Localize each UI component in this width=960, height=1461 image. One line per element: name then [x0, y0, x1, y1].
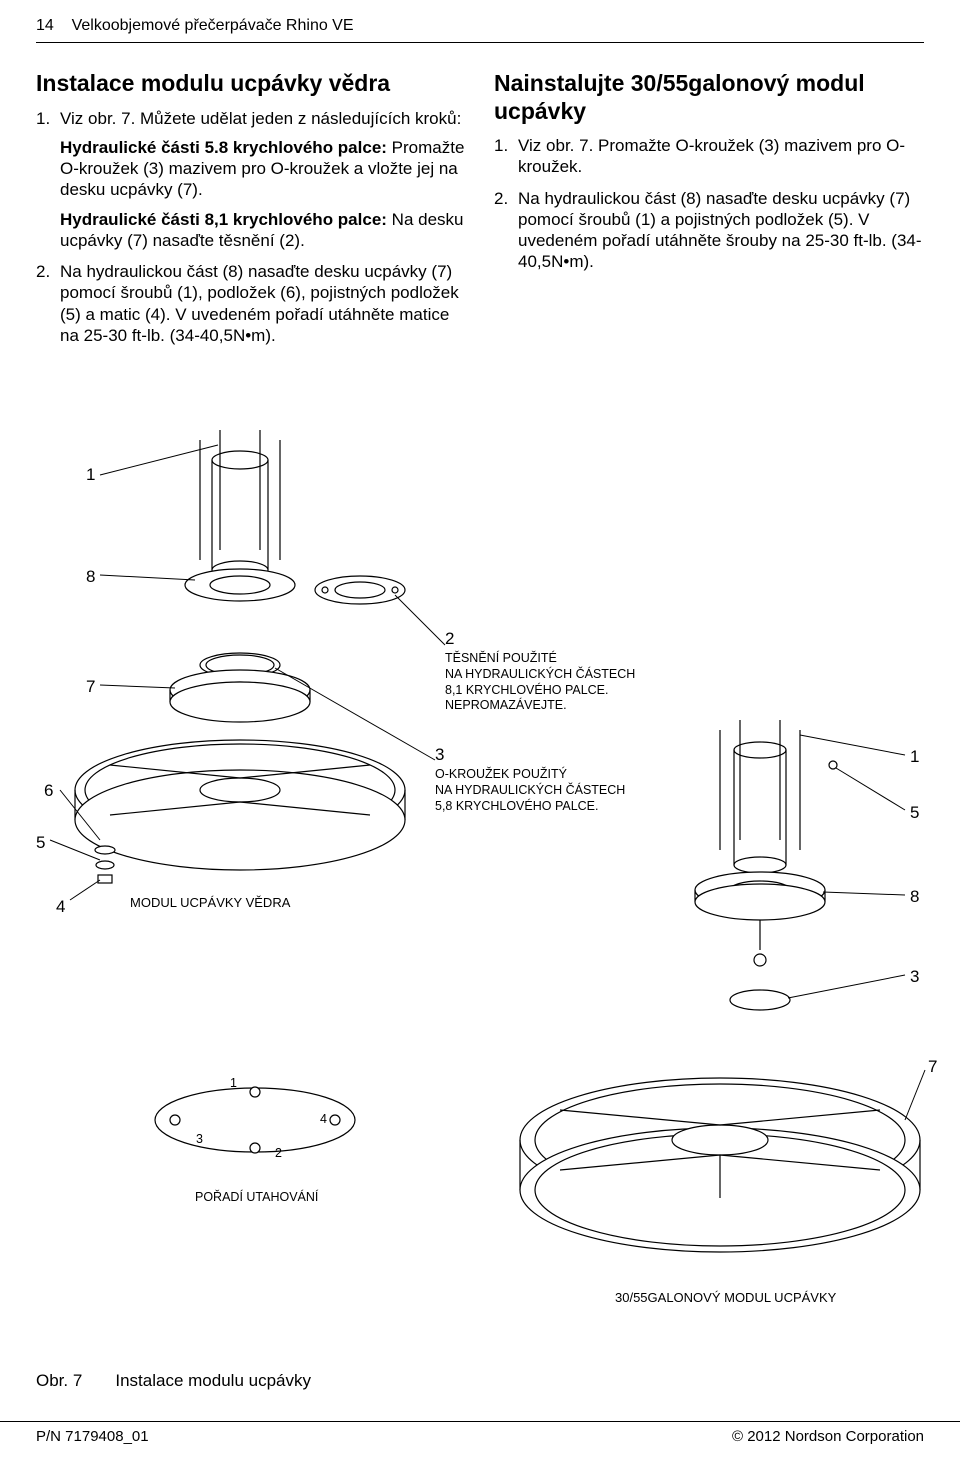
right-step-2: 2. Na hydraulickou část (8) nasaďte desk… [494, 188, 924, 273]
step-text: Na hydraulickou část (8) nasaďte desku u… [60, 261, 466, 346]
callout-r7: 7 [928, 1056, 937, 1077]
torque-3: 3 [196, 1132, 203, 1148]
note-3-num: 3 [435, 744, 625, 765]
step1-intro: Viz obr. 7. Můžete udělat jeden z násled… [60, 109, 461, 128]
sub-bold: Hydraulické části 8,1 krychlového palce: [60, 210, 387, 229]
sub-bold: Hydraulické části 5.8 krychlového palce: [60, 138, 387, 157]
callout-8: 8 [86, 566, 95, 587]
callout-1: 1 [86, 464, 95, 485]
note-2-l2: NA HYDRAULICKÝCH ČÁSTECH [445, 667, 635, 683]
step-text: Na hydraulickou část (8) nasaďte desku u… [518, 188, 924, 273]
step-number: 1. [494, 135, 518, 178]
right-steps: 1. Viz obr. 7. Promažte O-kroužek (3) ma… [494, 135, 924, 273]
note-2-l4: NEPROMAZÁVEJTE. [445, 698, 635, 714]
step1-sub2: Hydraulické části 8,1 krychlového palce:… [60, 209, 466, 252]
step-number: 2. [36, 261, 60, 346]
step-text: Viz obr. 7. Promažte O-kroužek (3) maziv… [518, 135, 924, 178]
document-title: Velkoobjemové přečerpávače Rhino VE [72, 17, 354, 34]
text-columns: Instalace modulu ucpávky vědra 1. Viz ob… [36, 70, 924, 356]
page-footer: P/N 7179408_01 © 2012 Nordson Corporatio… [0, 1421, 960, 1447]
right-step-1: 1. Viz obr. 7. Promažte O-kroužek (3) ma… [494, 135, 924, 178]
step-text: Viz obr. 7. Můžete udělat jeden z násled… [60, 108, 466, 252]
callout-r1: 1 [910, 746, 919, 767]
note-2-num: 2 [445, 628, 635, 649]
left-column: Instalace modulu ucpávky vědra 1. Viz ob… [36, 70, 466, 356]
note-3-l1: O-KROUŽEK POUŽITÝ [435, 767, 625, 783]
callout-r3: 3 [910, 966, 919, 987]
left-step-1: 1. Viz obr. 7. Můžete udělat jeden z nás… [36, 108, 466, 252]
page-number: 14 [36, 17, 54, 34]
figure-number: Obr. 7 [36, 1371, 82, 1390]
callout-7: 7 [86, 676, 95, 697]
note-2-l1: TĚSNĚNÍ POUŽITÉ [445, 651, 635, 667]
step1-sub1: Hydraulické části 5.8 krychlového palce:… [60, 137, 466, 201]
note-3-l2: NA HYDRAULICKÝCH ČÁSTECH [435, 783, 625, 799]
note-3-l3: 5,8 KRYCHLOVÉHO PALCE. [435, 799, 625, 815]
right-heading: Nainstalujte 30/55galonový modul ucpávky [494, 70, 924, 125]
callout-r5: 5 [910, 802, 919, 823]
step-number: 1. [36, 108, 60, 252]
note-2-l3: 8,1 KRYCHLOVÉHO PALCE. [445, 683, 635, 699]
left-heading: Instalace modulu ucpávky vědra [36, 70, 466, 98]
left-step-2: 2. Na hydraulickou část (8) nasaďte desk… [36, 261, 466, 346]
left-steps: 1. Viz obr. 7. Můžete udělat jeden z nás… [36, 108, 466, 347]
torque-label: POŘADÍ UTAHOVÁNÍ [195, 1190, 318, 1206]
copyright: © 2012 Nordson Corporation [732, 1428, 924, 1447]
label-right-module: 30/55GALONOVÝ MODUL UCPÁVKY [615, 1290, 836, 1306]
page-header: 14 Velkoobjemové přečerpávače Rhino VE [36, 16, 924, 43]
torque-2: 2 [275, 1146, 282, 1162]
torque-1: 1 [230, 1076, 237, 1092]
step-number: 2. [494, 188, 518, 273]
callout-4: 4 [56, 896, 65, 917]
right-column: Nainstalujte 30/55galonový modul ucpávky… [494, 70, 924, 356]
label-left-module: MODUL UCPÁVKY VĚDRA [130, 895, 290, 911]
torque-4: 4 [320, 1112, 327, 1128]
part-number: P/N 7179408_01 [36, 1428, 149, 1447]
diagram-area: 1 8 7 6 5 4 2 TĚSNĚNÍ POUŽITÉ NA HYDRAUL… [0, 420, 960, 1350]
callout-6: 6 [44, 780, 53, 801]
callout-r8: 8 [910, 886, 919, 907]
exploded-diagram-svg [0, 420, 960, 1350]
figure-caption: Obr. 7 Instalace modulu ucpávky [36, 1370, 311, 1391]
note-2: 2 TĚSNĚNÍ POUŽITÉ NA HYDRAULICKÝCH ČÁSTE… [445, 628, 635, 714]
figure-text: Instalace modulu ucpávky [115, 1371, 311, 1390]
callout-5: 5 [36, 832, 45, 853]
note-3: 3 O-KROUŽEK POUŽITÝ NA HYDRAULICKÝCH ČÁS… [435, 744, 625, 814]
